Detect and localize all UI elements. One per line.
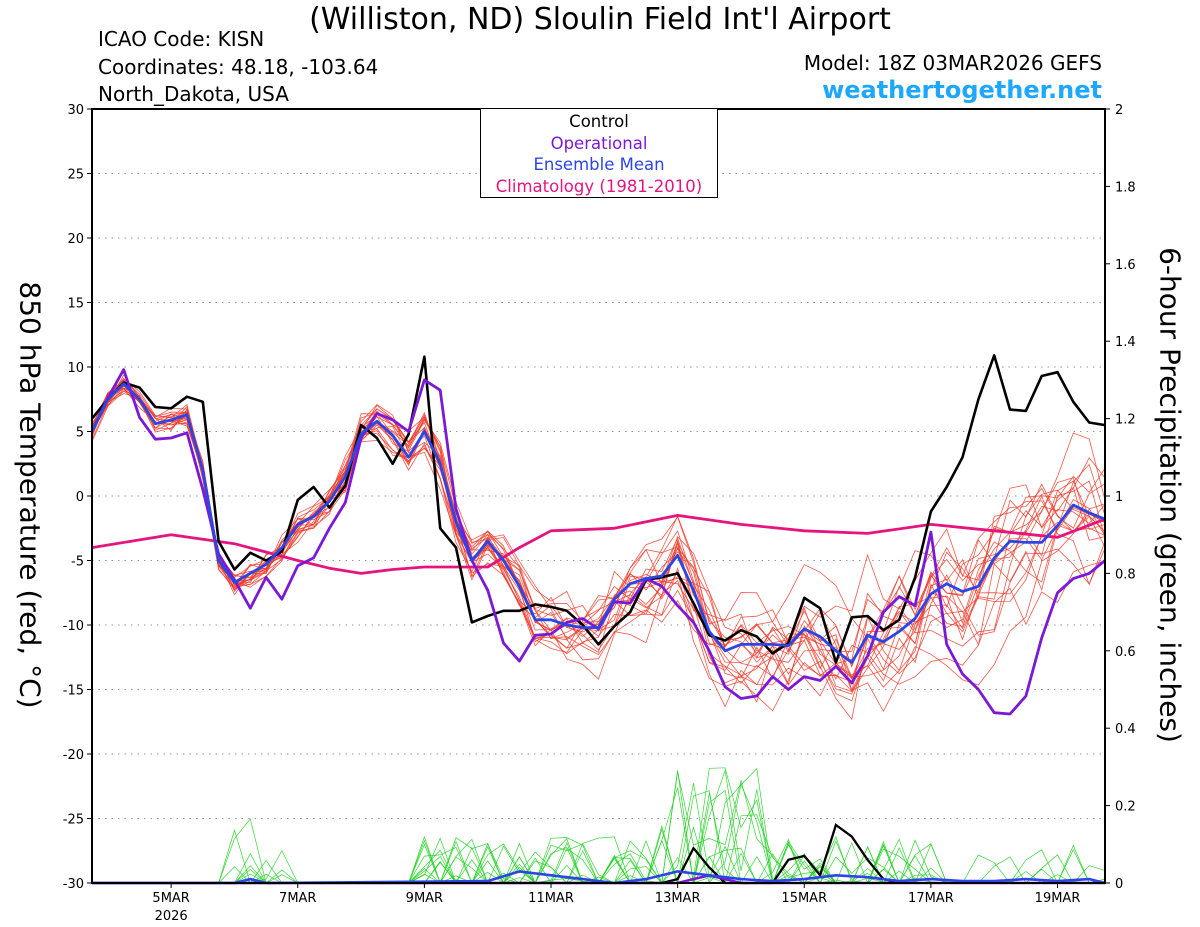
y2-tick-label: 1.8 [1115,180,1136,195]
plot-frame [91,108,1106,884]
member-temperature-line [91,380,1106,680]
x-tick-label: 7MAR [279,891,316,906]
y2-axis-label: 6-hour Precipitation (green, inches) [1153,247,1187,743]
y2-tick-label: 2 [1115,103,1123,118]
member-precip-line [92,783,1105,884]
y2-tick-label: 0.6 [1115,645,1136,660]
y2-tick-label: 0.8 [1115,567,1136,582]
member-temperature-line [91,385,1106,695]
y-tick-label: -10 [63,619,84,634]
member-temperature-line [91,384,1106,681]
model-run: Model: 18Z 03MAR2026 GEFS [803,51,1102,75]
series-ensemble-mean-temperature [90,382,1106,664]
member-temperature-line [91,382,1106,702]
legend-ensemble-mean: Ensemble Mean [533,155,665,174]
series-ensemble-mean-precip [92,870,1106,885]
member-temperature-line [91,390,1106,712]
member-temperature-line [91,393,1106,708]
member-precip-line [92,783,1105,885]
y-tick-label: -30 [63,877,84,892]
x-year-label: 2026 [155,909,188,924]
y2-tick-label: 0 [1115,877,1123,892]
y-tick-label: 15 [67,297,84,312]
y2-tick-label: 1.4 [1115,335,1136,350]
icao-code: ICAO Code: KISN [98,27,265,51]
y-tick-label: 25 [67,168,84,183]
y-tick-label: 0 [76,490,84,505]
y-axis-label: 850 hPa Temperature (red, °C) [13,281,47,709]
member-precip-line [92,771,1105,884]
site-link[interactable]: weathertogether.net [822,76,1102,104]
y-tick-label: 5 [76,426,84,441]
chart-legend: Control Operational Ensemble Mean Climat… [480,108,718,198]
coordinates: Coordinates: 48.18, -103.64 [98,55,379,79]
legend-operational: Operational [550,133,648,153]
y-tick-label: 30 [67,103,84,118]
x-tick-label: 11MAR [528,891,574,906]
x-tick-label: 5MAR [152,891,189,906]
member-precip-line [92,789,1105,884]
member-temperature-line [91,388,1106,713]
y-tick-label: -15 [63,684,84,699]
member-temperature-line [91,387,1106,680]
x-tick-label: 9MAR [406,891,443,906]
y2-tick-label: 1.2 [1115,413,1136,428]
y-tick-label: -25 [63,813,84,828]
y-tick-label: 20 [67,232,84,247]
y2-tick-label: 1.6 [1115,258,1136,273]
x-tick-label: 19MAR [1035,891,1081,906]
x-tick-label: 17MAR [908,891,954,906]
series-control-precip [92,823,900,885]
region: North_Dakota, USA [98,82,289,106]
y2-tick-label: 1 [1115,490,1123,505]
series-operational-temperature [90,368,1106,716]
x-tick-label: 15MAR [781,891,827,906]
y2-tick-label: 0.2 [1115,800,1136,815]
member-temperature-line [91,388,1106,693]
series-climatology-1981-2010-temperature [91,514,1106,575]
legend-control: Control [569,112,629,131]
member-precip-line [92,790,1106,884]
x-tick-label: 13MAR [655,891,701,906]
page-title: (Williston, ND) Sloulin Field Int'l Airp… [309,2,891,37]
y-tick-label: -20 [63,748,84,763]
member-temperature-line [91,387,1106,676]
member-precip-line [92,787,1105,884]
member-temperature-line [91,382,1106,680]
series-control-temperature [90,354,1106,664]
y2-tick-label: 0.4 [1115,722,1136,737]
y-tick-label: -5 [71,555,84,570]
legend-climatology: Climatology (1981-2010) [495,176,703,196]
y-tick-label: 10 [67,361,84,376]
